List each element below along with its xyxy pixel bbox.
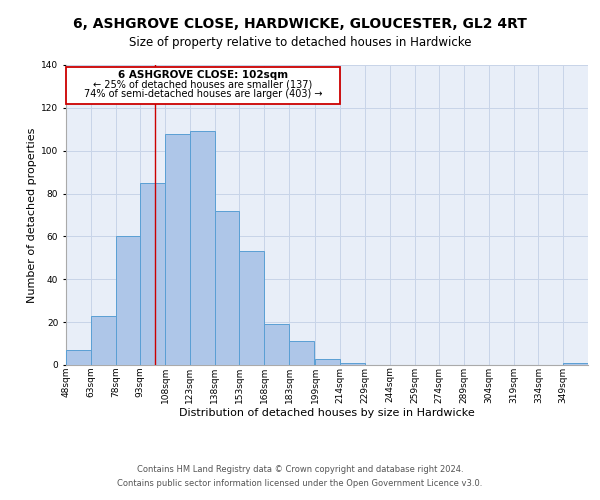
Bar bbox=[340, 363, 365, 365]
Text: 6 ASHGROVE CLOSE: 102sqm: 6 ASHGROVE CLOSE: 102sqm bbox=[118, 70, 288, 81]
Text: ← 25% of detached houses are smaller (137): ← 25% of detached houses are smaller (13… bbox=[94, 80, 313, 90]
Bar bbox=[264, 324, 289, 365]
Text: Contains HM Land Registry data © Crown copyright and database right 2024.
Contai: Contains HM Land Registry data © Crown c… bbox=[118, 466, 482, 487]
Bar bbox=[91, 316, 116, 365]
Bar bbox=[190, 132, 215, 365]
Bar bbox=[116, 236, 140, 365]
Bar bbox=[239, 252, 264, 365]
Bar bbox=[563, 363, 588, 365]
Bar bbox=[289, 342, 314, 365]
Bar bbox=[165, 134, 190, 365]
Bar bbox=[215, 210, 239, 365]
Bar bbox=[140, 183, 165, 365]
Bar bbox=[316, 358, 340, 365]
Bar bbox=[66, 350, 91, 365]
Text: 74% of semi-detached houses are larger (403) →: 74% of semi-detached houses are larger (… bbox=[84, 88, 322, 99]
Text: 6, ASHGROVE CLOSE, HARDWICKE, GLOUCESTER, GL2 4RT: 6, ASHGROVE CLOSE, HARDWICKE, GLOUCESTER… bbox=[73, 18, 527, 32]
Text: Size of property relative to detached houses in Hardwicke: Size of property relative to detached ho… bbox=[129, 36, 471, 49]
X-axis label: Distribution of detached houses by size in Hardwicke: Distribution of detached houses by size … bbox=[179, 408, 475, 418]
FancyBboxPatch shape bbox=[66, 67, 340, 104]
Y-axis label: Number of detached properties: Number of detached properties bbox=[27, 128, 37, 302]
